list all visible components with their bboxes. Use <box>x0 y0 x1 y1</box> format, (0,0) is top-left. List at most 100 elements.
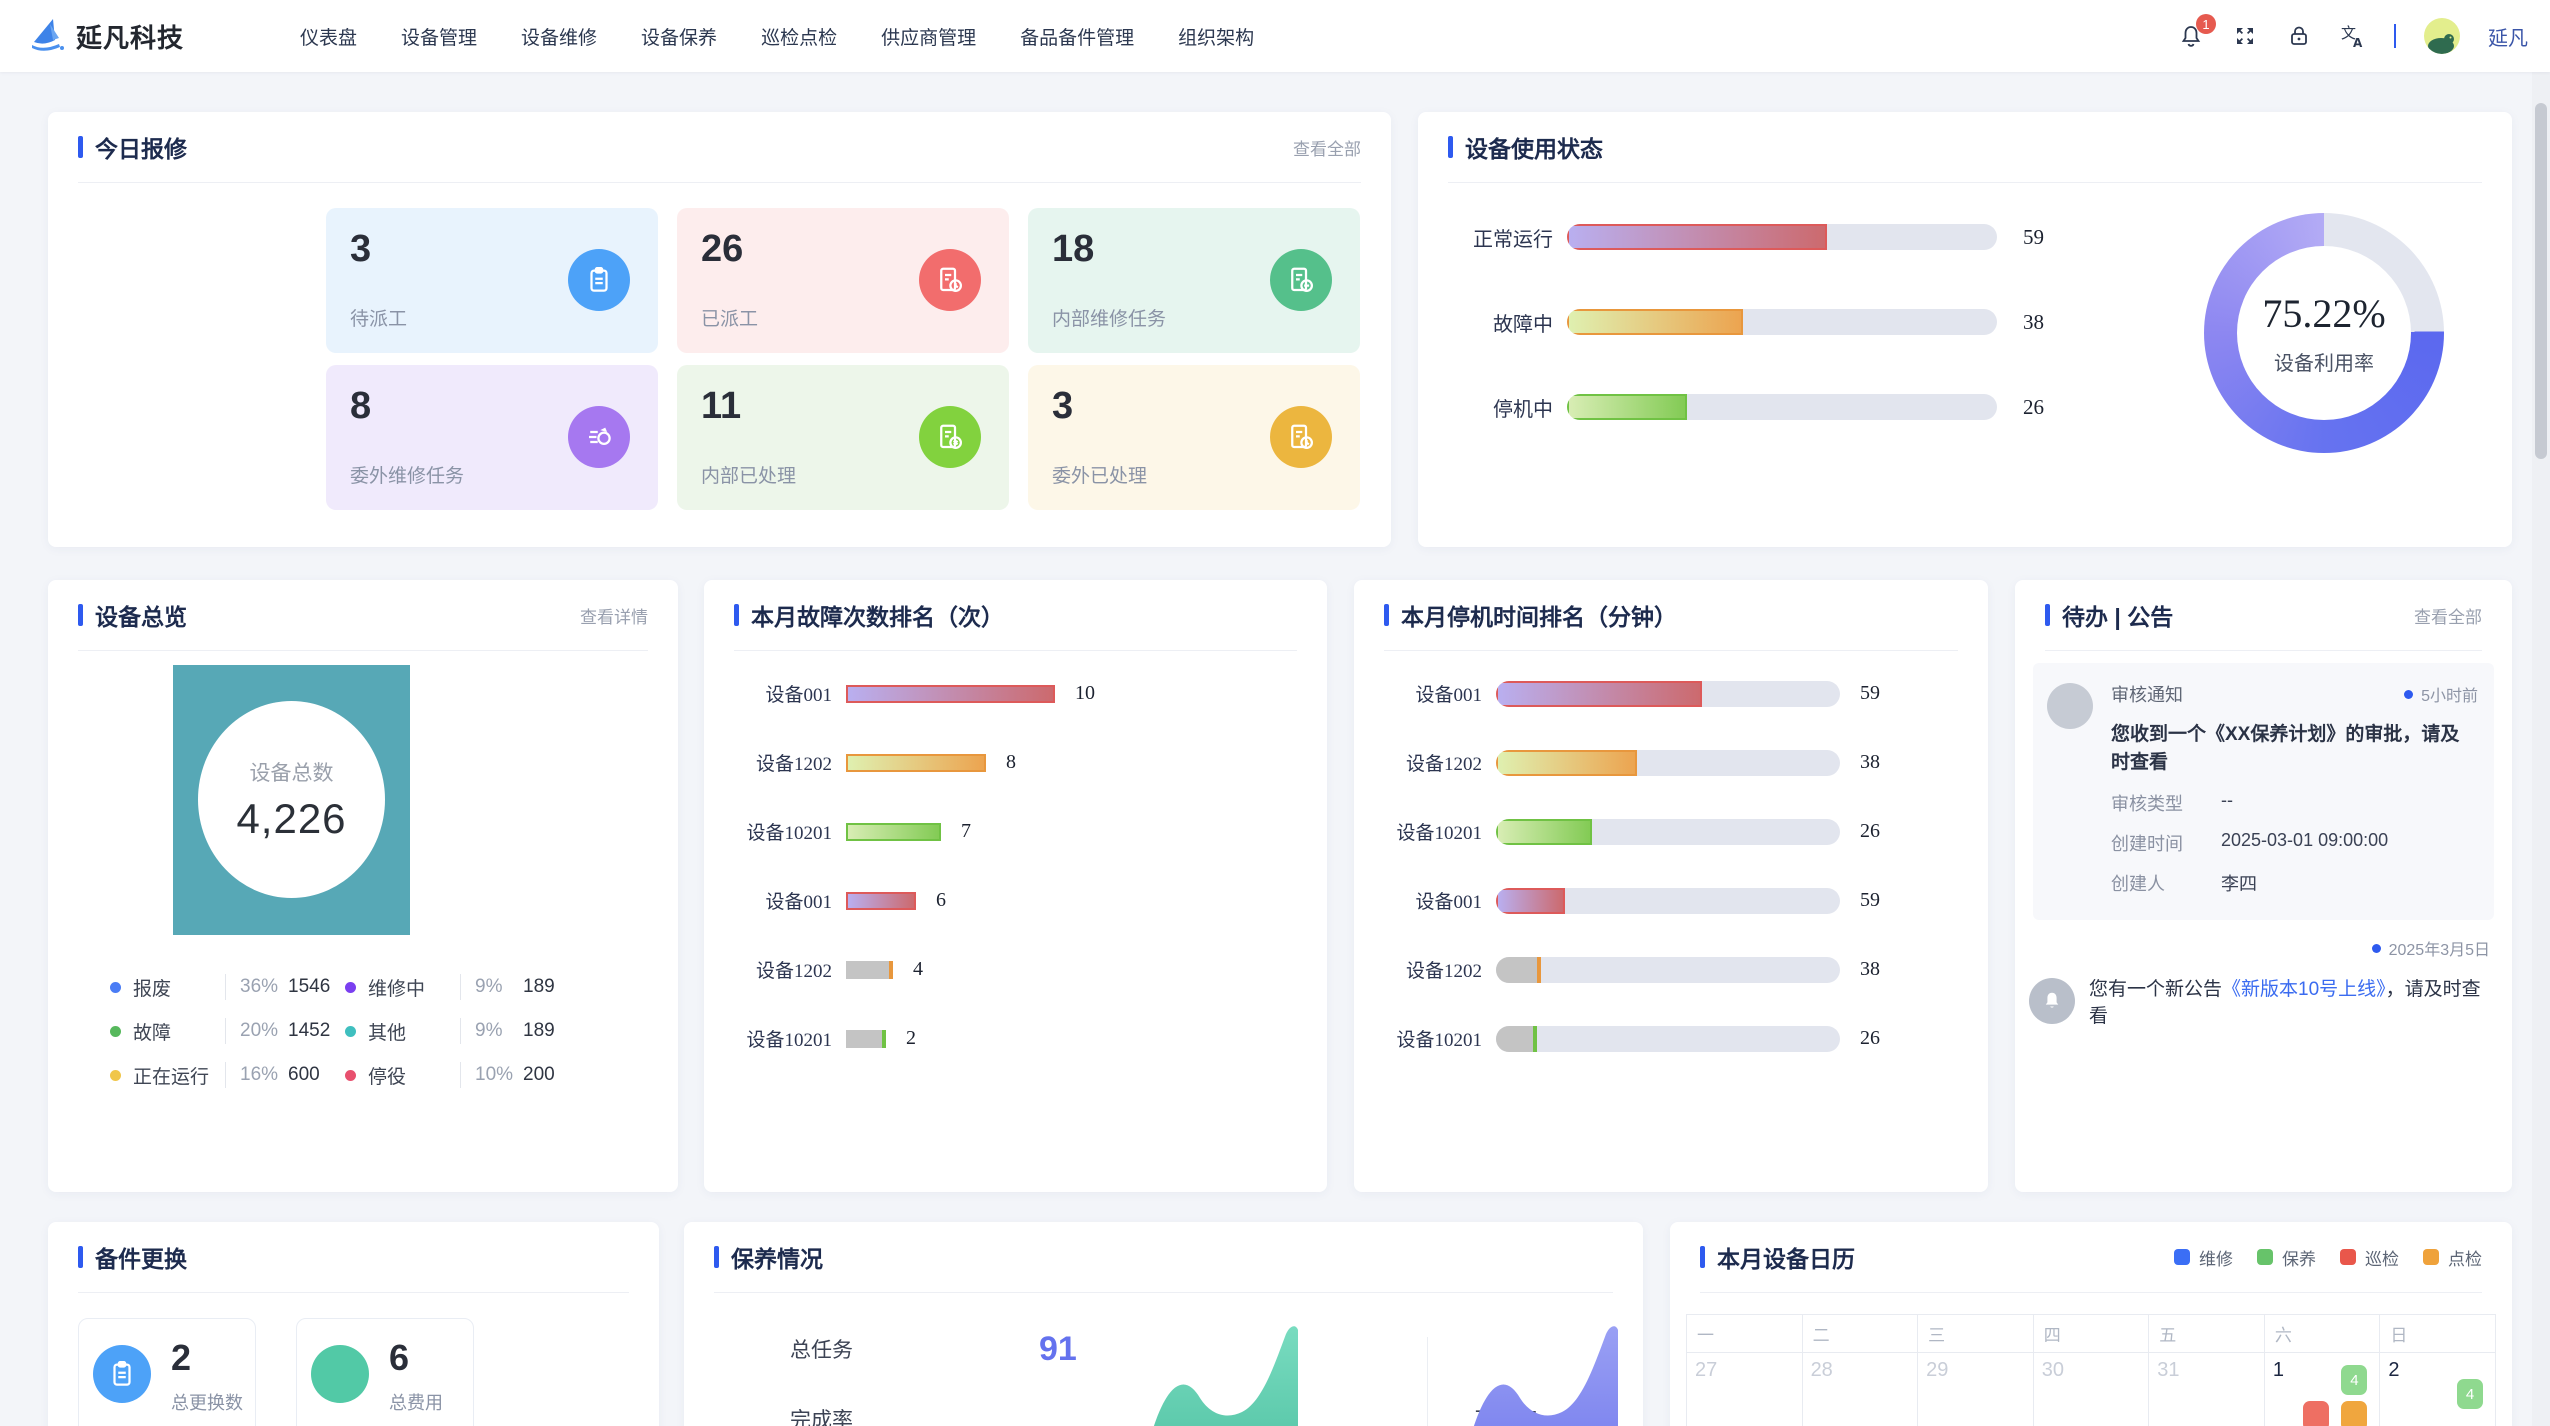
username[interactable]: 延凡 <box>2488 27 2528 50</box>
fullscreen-icon[interactable] <box>2232 23 2258 49</box>
notification-bell-icon[interactable]: 1 <box>2178 14 2216 49</box>
divider <box>460 1062 461 1088</box>
divider <box>460 974 461 1000</box>
calendar-day-cell[interactable]: 27 <box>1687 1353 1803 1426</box>
announcement-text: 您有一个新公告《新版本10号上线》，请及时查看 <box>2089 979 2481 1028</box>
stat-tile[interactable]: 8 委外维修任务 <box>326 365 658 510</box>
nav-item-1[interactable]: 设备管理 <box>401 27 478 49</box>
legend-name: 停役 <box>368 1066 407 1088</box>
bar-fill <box>846 684 1055 703</box>
calendar-date: 31 <box>2157 1359 2180 1381</box>
bar-track <box>1496 680 1840 707</box>
brand[interactable]: 延凡科技 <box>26 14 184 59</box>
scrollbar-thumb[interactable] <box>2535 103 2547 459</box>
divider <box>1384 650 1958 651</box>
card-usage-status: 设备使用状态 正常运行 59 故障中 38 停机中 26 75.22% 设备利用率 <box>1418 112 2512 547</box>
legend-dot-icon <box>345 981 356 993</box>
bar-label: 故障中 <box>1493 313 1553 336</box>
device-overview-detail-link[interactable]: 查看详情 <box>580 607 648 627</box>
nav-item-5[interactable]: 供应商管理 <box>881 27 977 49</box>
bar-fill <box>1496 956 1541 983</box>
fault-ranking-header: 本月故障次数排名（次） <box>704 580 1327 650</box>
user-avatar[interactable] <box>2424 18 2460 54</box>
calendar-day-cell[interactable]: 28 <box>1803 1353 1919 1426</box>
calendar-day-cell[interactable]: 31 <box>2149 1353 2265 1426</box>
divider <box>78 182 1361 183</box>
coins-icon <box>568 406 630 468</box>
nav-item-2[interactable]: 设备维修 <box>521 27 598 49</box>
calendar-date: 2 <box>2388 1359 2400 1381</box>
legend-square-icon <box>2423 1249 2439 1265</box>
circle <box>311 1345 369 1403</box>
calendar-event-badge[interactable] <box>2341 1401 2368 1426</box>
notice-body: 审核通知 5小时前 您收到一个《XX保养计划》的审批，请及时查看 审核类型 -- 创… <box>2111 681 2478 896</box>
nav-item-7[interactable]: 组织架构 <box>1178 27 1255 49</box>
legend-label: 巡检 <box>2365 1249 2399 1269</box>
repairs-today-view-all-link[interactable]: 查看全部 <box>1293 139 1361 159</box>
title-accent-bar <box>2045 604 2050 626</box>
nav-item-0[interactable]: 仪表盘 <box>300 27 358 49</box>
stat-tile[interactable]: 11 内部已处理 <box>677 365 1009 510</box>
divider <box>1700 1292 2482 1293</box>
calendar-event-badge[interactable]: 4 <box>2456 1379 2483 1409</box>
stat-tile[interactable]: 26 已派工 <box>677 208 1009 353</box>
field-label: 创建人 <box>2111 874 2165 895</box>
title-accent-bar <box>734 604 739 626</box>
notice-item[interactable]: 审核通知 5小时前 您收到一个《XX保养计划》的审批，请及时查看 审核类型 -- 创… <box>2033 663 2494 921</box>
bar-value: 38 <box>1860 751 1880 773</box>
calendar-weekday: 一 <box>1687 1315 1803 1353</box>
field-label: 审核类型 <box>2111 794 2183 815</box>
nav-item-4[interactable]: 巡检点检 <box>761 27 838 49</box>
todo-view-all-link[interactable]: 查看全部 <box>2414 607 2482 627</box>
announcement-item[interactable]: 您有一个新公告《新版本10号上线》，请及时查看 <box>2029 974 2494 1028</box>
ranking-bar-row: 设备1202 38 <box>1382 956 1880 983</box>
parts-tiles: 2 总更换数 6 总费用 <box>78 1318 474 1426</box>
navbar-actions: 1 文 A <box>2178 14 2528 54</box>
svg-text:文: 文 <box>2341 24 2356 42</box>
announcement-date-row: 2025年3月5日 <box>2015 920 2512 960</box>
bar-fill <box>1496 1025 1537 1052</box>
announcement-date: 2025年3月5日 <box>2371 936 2490 960</box>
bar-track <box>1567 309 1997 335</box>
bar-value: 26 <box>1860 820 1880 842</box>
bar-label: 设备001 <box>1415 892 1482 913</box>
divider <box>78 1292 629 1293</box>
legend-dot-icon <box>110 981 121 993</box>
announcement-link[interactable]: 《新版本10号上线》 <box>2222 979 2386 1001</box>
title-accent-bar <box>78 604 83 626</box>
bar-label: 正常运行 <box>1473 228 1553 251</box>
calendar-day-cell[interactable]: 30 <box>2034 1353 2150 1426</box>
legend-item: 正在运行 16% 600 <box>110 1060 345 1090</box>
nav-item-3[interactable]: 设备保养 <box>641 27 718 49</box>
bar-track <box>1496 1025 1840 1052</box>
notice-avatar <box>2047 683 2093 729</box>
stat-tile[interactable]: 18 内部维修任务 <box>1028 208 1360 353</box>
field-value: 2025-03-01 09:00:00 <box>2221 830 2389 851</box>
calendar-event-badge[interactable]: 4 <box>2341 1365 2368 1395</box>
brand-logo-icon <box>26 14 66 59</box>
nav-item-6[interactable]: 备品备件管理 <box>1020 27 1135 49</box>
page-scrollbar[interactable] <box>2532 0 2550 1426</box>
stat-tile[interactable]: 3 委外已处理 <box>1028 365 1360 510</box>
translate-icon[interactable]: 文 A <box>2340 23 2366 49</box>
repairs-today-header: 今日报修 查看全部 <box>48 112 1391 182</box>
calendar-event-badge[interactable] <box>2303 1401 2330 1426</box>
bar-value: 59 <box>2023 224 2044 249</box>
stat-tile[interactable]: 3 待派工 <box>326 208 658 353</box>
card-parts-replacement: 备件更换 2 总更换数 6 总费用 <box>48 1222 659 1426</box>
bar-fill <box>846 753 986 772</box>
brand-name: 延凡科技 <box>76 22 185 53</box>
parts-tile: 2 总更换数 <box>78 1318 256 1426</box>
calendar-header: 本月设备日历 维修 保养 巡检 点检 <box>1670 1222 2512 1292</box>
downtime-ranking-bar-chart: 设备001 59 设备1202 38 设备10201 26 设备001 59 设备1202 38 设… <box>1382 680 1880 1094</box>
bar-value: 26 <box>1860 1027 1880 1049</box>
dot-icon <box>2371 943 2381 953</box>
calendar-legend: 维修 保养 巡检 点检 <box>2174 1245 2482 1270</box>
parts-tile: 6 总费用 <box>296 1318 474 1426</box>
calendar-day-cell[interactable]: 29 <box>1918 1353 2034 1426</box>
lock-icon[interactable] <box>2286 23 2312 49</box>
ranking-bar-row: 设备10201 7 <box>732 818 1095 845</box>
